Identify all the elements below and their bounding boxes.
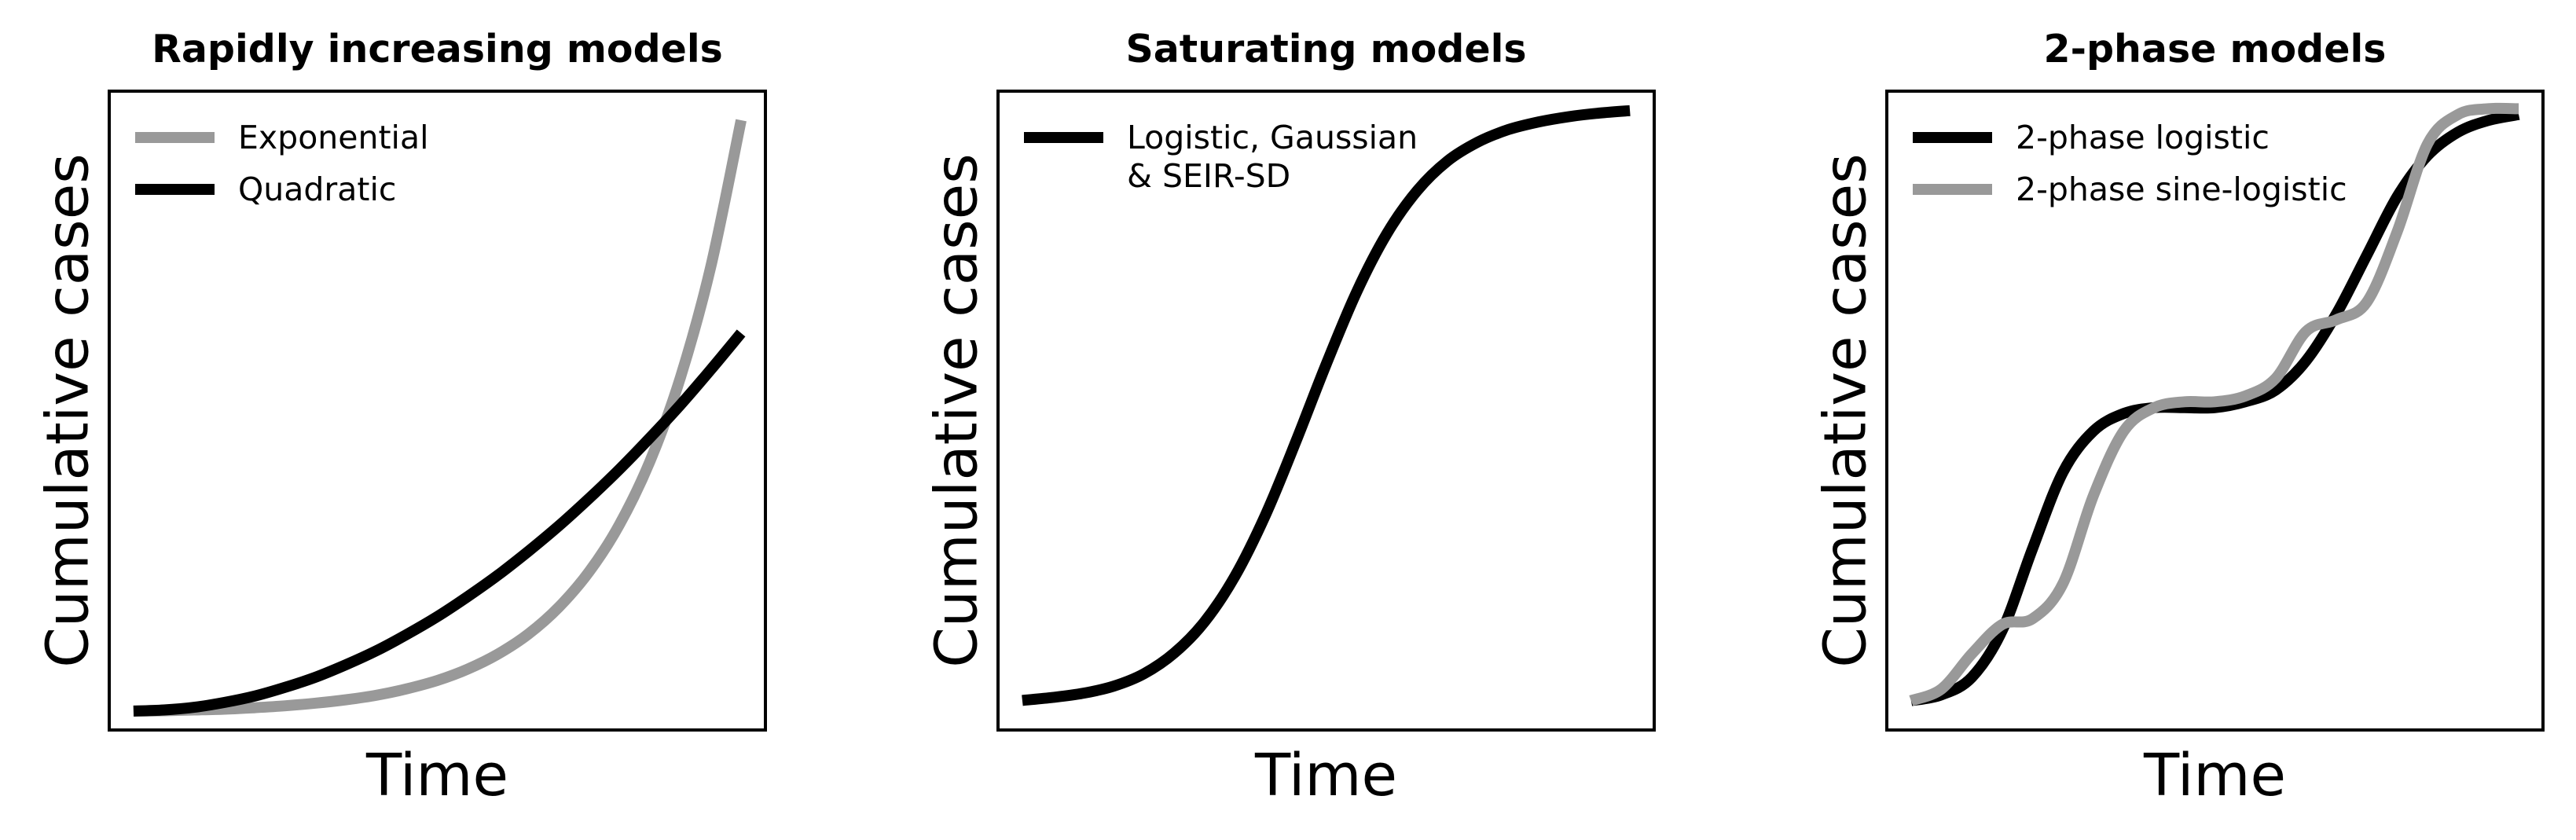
y-axis-label: Cumulative cases — [35, 153, 102, 668]
x-axis-label: Time — [2143, 742, 2286, 809]
legend-label-quadratic: Quadratic — [238, 171, 396, 208]
chart-title: Saturating models — [1125, 27, 1526, 72]
legend-label-line: Quadratic — [238, 171, 396, 208]
panel-1: Rapidly increasing models Time Cumulative … — [35, 27, 767, 809]
legend-label-2-phase-logistic: 2-phase logistic — [2016, 119, 2270, 156]
axes-frame — [108, 90, 767, 732]
series-line-quadratic — [133, 329, 746, 717]
legend-label-2-phase-sine-logistic: 2-phase sine-logistic — [2016, 171, 2347, 208]
panel-2: Saturating models Time Cumulative cases Log… — [923, 27, 1656, 809]
legend-label-line: 2-phase sine-logistic — [2016, 171, 2347, 208]
axes-frame — [996, 90, 1656, 732]
legend-label-line: Exponential — [238, 119, 428, 156]
panel-3: 2-phase models Time Cumulative cases 2-phas… — [1812, 27, 2545, 809]
legend-label-logistic-gaussian: Logistic, Gaussian & SEIR-SD — [1127, 119, 1418, 195]
series-line-2-phase-sine-logistic — [1909, 102, 2519, 706]
x-axis-label: Time — [1254, 742, 1397, 809]
chart-title: 2-phase models — [2044, 27, 2387, 72]
legend-label-line: Logistic, Gaussian — [1127, 119, 1418, 156]
legend-label-exponential: Exponential — [238, 119, 428, 156]
series-line-logistic-gaussian — [1022, 105, 1631, 706]
chart-title: Rapidly increasing models — [152, 27, 723, 72]
axes-frame — [1885, 90, 2545, 732]
y-axis-label: Cumulative cases — [1812, 153, 1880, 668]
y-axis-label: Cumulative cases — [923, 153, 991, 668]
legend-label-line: & SEIR-SD — [1127, 157, 1290, 195]
x-axis-label: Time — [365, 742, 508, 809]
legend-label-line: 2-phase logistic — [2016, 119, 2270, 156]
